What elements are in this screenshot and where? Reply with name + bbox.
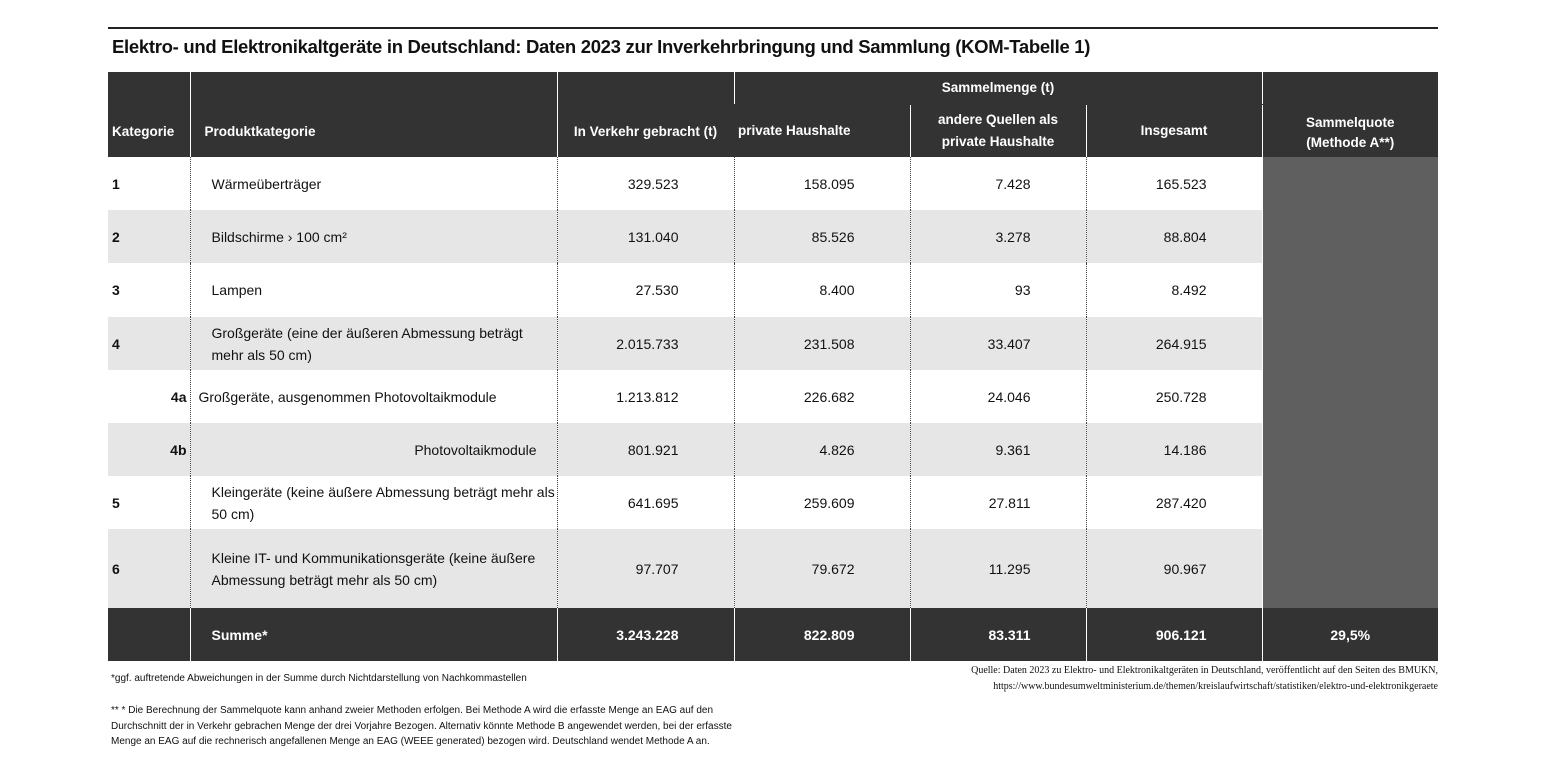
sum-in-verkehr: 3.243.228 bbox=[556, 608, 734, 661]
source-line: Quelle: Daten 2023 zu Elektro- und Elekt… bbox=[971, 665, 1438, 676]
andere-cell: 7.428 bbox=[909, 157, 1086, 210]
andere-cell: 27.811 bbox=[909, 476, 1086, 529]
insgesamt-cell: 250.728 bbox=[1085, 370, 1262, 423]
header-private: private Haushalte bbox=[734, 104, 910, 157]
produkt-cell: Kleingeräte (keine äußere Abmessung betr… bbox=[189, 476, 557, 529]
footnote-rounding: *ggf. auftretende Abweichungen in der Su… bbox=[111, 673, 527, 684]
page-title: Elektro- und Elektronikaltgeräte in Deut… bbox=[112, 36, 1091, 57]
produkt-cell: Wärmeüberträger bbox=[189, 157, 557, 210]
kategorie-cell: 4 bbox=[108, 317, 190, 370]
insgesamt-cell: 90.967 bbox=[1085, 529, 1262, 608]
in-verkehr-cell: 1.213.812 bbox=[556, 370, 734, 423]
header-andere: andere Quellen als private Haushalte bbox=[909, 104, 1086, 157]
produkt-cell: Großgeräte (eine der äußeren Abmessung b… bbox=[189, 317, 557, 370]
source-url: https://www.bundesumweltministerium.de/t… bbox=[993, 681, 1438, 692]
table-row: 5 Kleingeräte (keine äußere Abmessung be… bbox=[108, 476, 1438, 529]
andere-cell: 3.278 bbox=[909, 210, 1086, 263]
header-sammelquote: Sammelquote (Methode A**) bbox=[1261, 72, 1438, 157]
in-verkehr-cell: 801.921 bbox=[556, 423, 734, 476]
sum-row: Summe* 3.243.228 822.809 83.311 906.121 … bbox=[108, 608, 1438, 661]
kategorie-cell: 5 bbox=[112, 494, 120, 511]
table-row: 3 Lampen 27.530 8.400 93 8.492 bbox=[108, 263, 1438, 317]
andere-cell: 33.407 bbox=[909, 317, 1086, 370]
in-verkehr-cell: 97.707 bbox=[556, 529, 734, 608]
private-cell: 231.508 bbox=[733, 317, 910, 370]
andere-cell: 24.046 bbox=[909, 370, 1086, 423]
sum-andere: 83.311 bbox=[909, 608, 1086, 661]
insgesamt-cell: 8.492 bbox=[1085, 263, 1262, 317]
kategorie-cell: 4a bbox=[170, 388, 187, 405]
top-rule bbox=[108, 27, 1438, 29]
sum-insgesamt: 906.121 bbox=[1085, 608, 1262, 661]
table-row: 6 Kleine IT- und Kommunikationsgeräte (k… bbox=[108, 529, 1438, 608]
insgesamt-cell: 287.420 bbox=[1085, 476, 1262, 529]
kategorie-cell: 2 bbox=[108, 210, 190, 263]
in-verkehr-cell: 2.015.733 bbox=[556, 317, 734, 370]
insgesamt-cell: 88.804 bbox=[1085, 210, 1262, 263]
in-verkehr-cell: 641.695 bbox=[556, 476, 734, 529]
header-in-verkehr: In Verkehr gebracht (t) bbox=[556, 72, 734, 157]
sum-label: Summe* bbox=[189, 608, 557, 661]
header-insgesamt: Insgesamt bbox=[1085, 104, 1262, 157]
in-verkehr-cell: 27.530 bbox=[556, 263, 734, 317]
andere-cell: 11.295 bbox=[909, 529, 1086, 608]
private-cell: 79.672 bbox=[733, 529, 910, 608]
header-produktkategorie: Produktkategorie bbox=[189, 72, 557, 157]
table-row: 4b Photovoltaikmodule 801.921 4.826 9.36… bbox=[108, 423, 1438, 476]
table-row: 4a Großgeräte, ausgenommen Photovoltaikm… bbox=[108, 370, 1438, 423]
footnote-method: ** * Die Berechnung der Sammelquote kann… bbox=[111, 705, 732, 747]
in-verkehr-cell: 131.040 bbox=[556, 210, 734, 263]
private-cell: 85.526 bbox=[733, 210, 910, 263]
kategorie-cell: 4b bbox=[108, 423, 190, 476]
produkt-cell: Großgeräte, ausgenommen Photovoltaikmodu… bbox=[189, 370, 557, 423]
kategorie-cell: 6 bbox=[108, 529, 190, 608]
sammelquote-column bbox=[1261, 157, 1438, 608]
private-cell: 4.826 bbox=[733, 423, 910, 476]
produkt-cell: Bildschirme › 100 cm² bbox=[189, 210, 557, 263]
produkt-cell: Photovoltaikmodule bbox=[189, 423, 557, 476]
data-table: Kategorie Produktkategorie In Verkehr ge… bbox=[108, 72, 1438, 661]
sum-kategorie-cell bbox=[108, 608, 190, 661]
private-cell: 8.400 bbox=[733, 263, 910, 317]
table-row: 2 Bildschirme › 100 cm² 131.040 85.526 3… bbox=[108, 210, 1438, 263]
kategorie-cell: 3 bbox=[112, 282, 120, 298]
source-note: Quelle: Daten 2023 zu Elektro- und Elekt… bbox=[971, 663, 1438, 695]
kategorie-cell: 1 bbox=[112, 175, 120, 192]
sum-sammelquote: 29,5% bbox=[1261, 608, 1438, 661]
produkt-cell: Kleine IT- und Kommunikationsgeräte (kei… bbox=[189, 529, 557, 608]
in-verkehr-cell: 329.523 bbox=[556, 157, 734, 210]
private-cell: 259.609 bbox=[733, 476, 910, 529]
header-sammelmenge: Sammelmenge (t) bbox=[733, 72, 1262, 105]
andere-cell: 9.361 bbox=[909, 423, 1086, 476]
header-kategorie: Kategorie bbox=[108, 72, 190, 157]
private-cell: 226.682 bbox=[733, 370, 910, 423]
insgesamt-cell: 165.523 bbox=[1085, 157, 1262, 210]
sum-private: 822.809 bbox=[733, 608, 910, 661]
produkt-cell: Lampen bbox=[189, 263, 557, 317]
insgesamt-cell: 14.186 bbox=[1085, 423, 1262, 476]
private-cell: 158.095 bbox=[733, 157, 910, 210]
table-row: 1 Wärmeüberträger 329.523 158.095 7.428 … bbox=[108, 157, 1438, 608]
insgesamt-cell: 264.915 bbox=[1085, 317, 1262, 370]
andere-cell: 93 bbox=[909, 263, 1086, 317]
table-row: 4 Großgeräte (eine der äußeren Abmessung… bbox=[108, 317, 1438, 370]
